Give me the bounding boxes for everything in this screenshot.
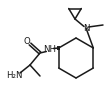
Text: O: O	[24, 36, 30, 45]
Text: H₂N: H₂N	[6, 70, 22, 79]
Text: NH: NH	[43, 44, 56, 54]
Text: N: N	[83, 24, 89, 33]
